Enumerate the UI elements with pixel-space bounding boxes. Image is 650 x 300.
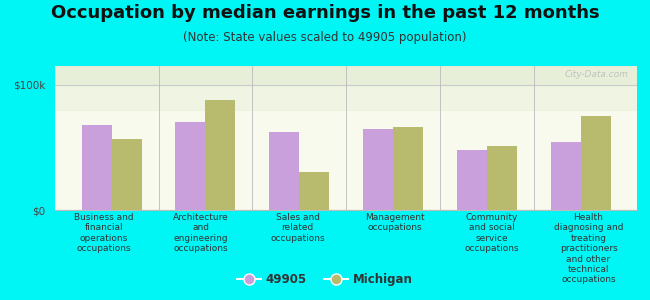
Text: Sales and
related
occupations: Sales and related occupations <box>270 213 325 243</box>
Text: Health
diagnosing and
treating
practitioners
and other
technical
occupations: Health diagnosing and treating practitio… <box>554 213 623 284</box>
Bar <box>363 129 393 210</box>
Text: Occupation by median earnings in the past 12 months: Occupation by median earnings in the pas… <box>51 4 599 22</box>
Bar <box>82 125 112 210</box>
Bar <box>393 128 423 210</box>
Bar <box>269 132 299 210</box>
Text: Community
and social
service
occupations: Community and social service occupations <box>464 213 519 253</box>
Legend: 49905, Michigan: 49905, Michigan <box>233 269 417 291</box>
Bar <box>457 150 487 210</box>
Bar <box>55 66 637 85</box>
Text: (Note: State values scaled to 49905 population): (Note: State values scaled to 49905 popu… <box>183 32 467 44</box>
Bar <box>487 146 517 210</box>
Text: City-Data.com: City-Data.com <box>564 70 629 79</box>
Bar <box>299 172 330 210</box>
Bar <box>551 142 580 210</box>
Text: Management
occupations: Management occupations <box>365 213 424 233</box>
Bar <box>112 139 142 210</box>
Bar <box>176 122 205 210</box>
Bar <box>55 85 637 110</box>
Text: Architecture
and
engineering
occupations: Architecture and engineering occupations <box>173 213 229 253</box>
Bar <box>580 116 610 210</box>
Bar <box>205 100 235 210</box>
Text: Business and
financial
operations
occupations: Business and financial operations occupa… <box>74 213 133 253</box>
